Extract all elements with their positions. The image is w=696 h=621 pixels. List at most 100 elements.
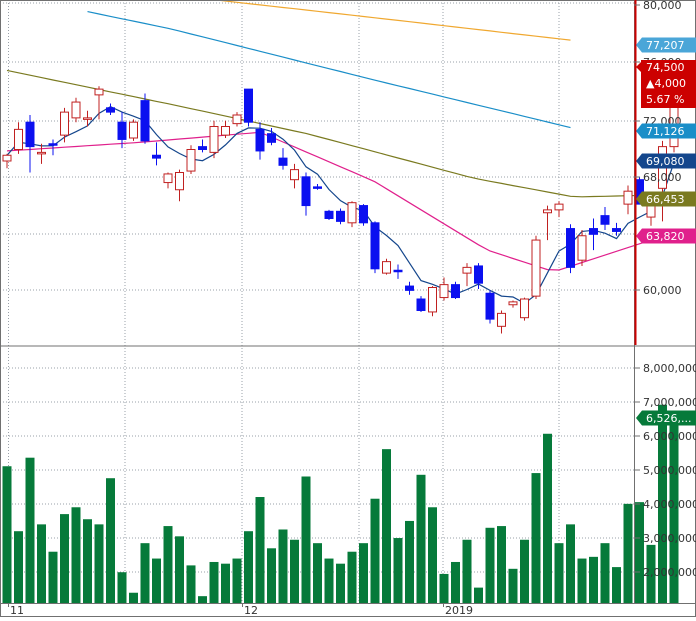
ma5-value-label-box: [636, 153, 696, 169]
volume-bar: [600, 543, 610, 603]
ma240-line: [211, 0, 571, 41]
candle-down: [451, 284, 460, 299]
volume-bar: [543, 433, 552, 603]
candle-up: [175, 172, 184, 191]
volume-last-label: 6,526,...: [646, 412, 691, 425]
candle-down: [278, 157, 288, 166]
volume-bar: [83, 519, 92, 603]
candle-down: [393, 269, 403, 273]
candle-down: [405, 285, 414, 291]
candle-down: [589, 228, 598, 235]
ma120-value-label: 71,126: [646, 125, 685, 138]
candle-up: [497, 312, 506, 327]
volume-bar: [25, 457, 35, 603]
volume-bar: [370, 498, 380, 603]
volume-bar: [175, 536, 184, 603]
candlestick-series: [2, 61, 679, 334]
volume-bar: [255, 497, 265, 603]
volume-bar: [163, 526, 173, 603]
volume-bar: [347, 551, 357, 603]
volume-bar: [71, 507, 81, 603]
ma60-line: [6, 69, 675, 198]
price-labels: 74,500 ▲4,000 5.67 % 77,207 71,126 69,080 66,4…: [636, 37, 696, 426]
volume-bar: [359, 543, 368, 603]
ma5-value-label: 69,080: [646, 155, 685, 168]
candle-down: [152, 154, 161, 159]
ma20-value-label: 63,820: [646, 230, 685, 243]
volume-last-label-box: [636, 410, 696, 426]
volume-bar: [462, 539, 472, 603]
volume-bar: [14, 531, 23, 603]
candle-down: [198, 146, 207, 150]
volume-bar: [37, 524, 46, 603]
volume-bar: [152, 558, 161, 603]
candle-up: [209, 126, 219, 153]
volume-bar: [554, 543, 564, 603]
ma240-value-label-box: [636, 37, 696, 53]
volume-bar: [301, 476, 311, 603]
volume-bar: [658, 404, 667, 603]
volume-bar: [324, 558, 334, 603]
volume-bar: [497, 526, 506, 603]
candle-up: [83, 117, 92, 120]
volume-bar: [393, 538, 403, 603]
current-price-value: 74,500: [646, 61, 685, 74]
volume-bar: [232, 558, 242, 603]
candle-down: [370, 222, 380, 270]
x-tick-label: 2019: [445, 604, 473, 617]
price-tick-label: 80,000: [643, 0, 682, 12]
candle-down: [566, 228, 575, 268]
volume-bar: [290, 539, 299, 603]
candle-up: [71, 101, 81, 119]
volume-bar: [198, 596, 207, 603]
price-tick-label: 68,000: [643, 171, 682, 184]
volume-bar: [186, 565, 196, 603]
volume-bar: [405, 520, 414, 603]
volume-bars: [2, 404, 679, 603]
candle-up: [531, 239, 541, 297]
volume-bar: [267, 548, 276, 603]
ma120-value-label-box: [636, 123, 696, 139]
ma120-line: [87, 11, 571, 129]
volume-bar: [278, 529, 288, 603]
candle-down: [474, 265, 483, 284]
volume-tick-label: 4,000,000: [643, 498, 696, 511]
volume-bar: [129, 592, 138, 603]
candle-down: [255, 128, 265, 152]
volume-bar: [474, 587, 483, 603]
candle-down: [600, 215, 610, 225]
candle-down: [336, 210, 345, 222]
volume-bar: [2, 466, 12, 603]
candle-down: [48, 143, 58, 146]
volume-bar: [94, 524, 104, 603]
candle-up: [382, 261, 391, 274]
candle-down: [25, 121, 35, 148]
volume-tick-label: 3,000,000: [643, 532, 696, 545]
candle-up: [94, 88, 104, 96]
volume-tick-label: 5,000,000: [643, 464, 696, 477]
volume-tick-label: 8,000,000: [643, 362, 696, 375]
volume-bar: [635, 502, 644, 603]
candle-up: [221, 126, 230, 136]
candle-up: [554, 203, 564, 211]
candle-up: [186, 149, 196, 172]
candle-down: [244, 88, 253, 123]
candle-up: [428, 287, 437, 313]
volume-bar: [382, 449, 391, 603]
candle-up: [347, 202, 357, 224]
candle-up: [462, 266, 472, 274]
volume-bar: [531, 473, 541, 603]
volume-bar: [313, 543, 322, 603]
volume-bar: [439, 573, 449, 603]
candle-down: [140, 100, 150, 142]
ma240-value-label: 77,207: [646, 39, 685, 52]
ma20-value-label-box: [636, 228, 696, 244]
price-tick-label: 60,000: [643, 284, 682, 297]
candle-down: [612, 228, 621, 232]
candle-up: [520, 298, 529, 319]
volume-bar: [646, 544, 656, 603]
volume-bar: [140, 543, 150, 603]
candle-down: [324, 210, 334, 219]
